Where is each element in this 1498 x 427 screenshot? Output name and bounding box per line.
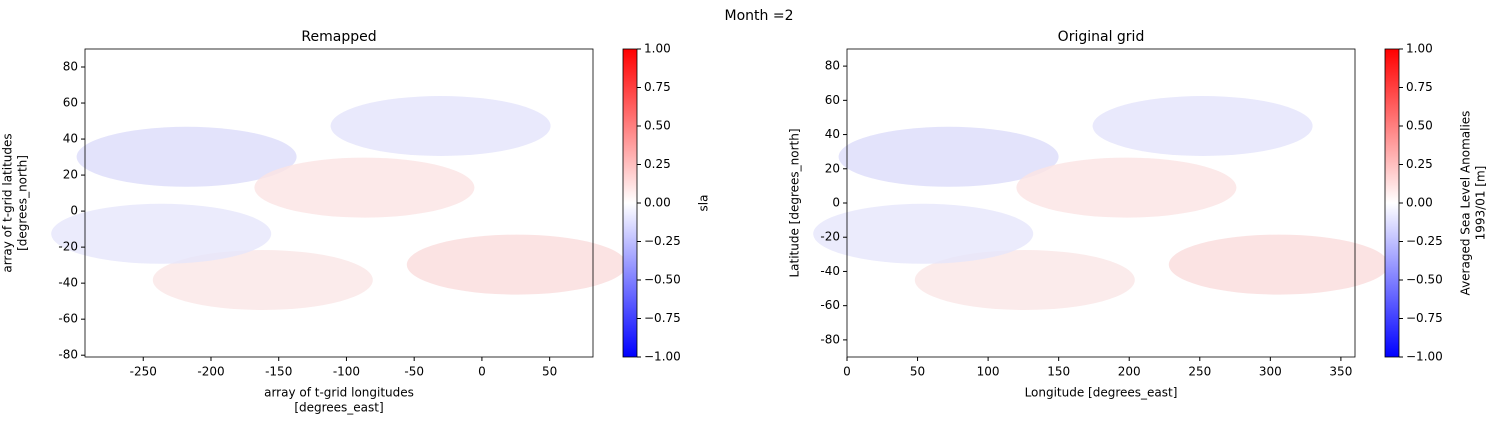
colorbar-tick-label: 0.00 [1406,196,1433,210]
field [51,96,627,310]
x-tick-label: -250 [130,365,157,379]
colorbar-tick-label: 0.50 [644,119,671,133]
y-tick-label: 60 [825,93,840,107]
colorbar-tick-label: 1.00 [644,42,671,56]
colorbar-label: Averaged Sea Level Anomalies [1459,111,1473,296]
y-tick-label: 80 [63,60,78,74]
x-tick-label: -100 [333,365,360,379]
colorbar-tick-label: −0.25 [1406,234,1443,248]
y-tick-label: 20 [825,161,840,175]
x-tick-label: 250 [1188,365,1211,379]
y-tick-label: -20 [820,230,840,244]
colorbar-tick-label: −0.25 [644,234,681,248]
y-tick-label: 0 [832,196,840,210]
field-patch [51,203,272,264]
colorbar-tick-label: −1.00 [644,350,681,364]
x-tick-label: 100 [977,365,1000,379]
colorbar-tick-label: 0.25 [1406,157,1433,171]
field-patch [1168,234,1389,295]
colorbar-tick-label: −0.50 [644,273,681,287]
y-tick-label: -80 [820,332,840,346]
x-tick-label: 0 [843,365,851,379]
field-patch [838,126,1059,187]
y-tick-label: 40 [825,127,840,141]
field-patch [152,250,373,310]
y-axis-label: Latitude [degrees_north] [788,128,802,277]
colorbar-tick-label: −0.50 [1406,273,1443,287]
x-tick-label: -150 [265,365,292,379]
y-tick-label: 60 [63,96,78,110]
colorbar-tick-label: 0.75 [644,80,671,94]
x-tick-label: 300 [1259,365,1282,379]
x-tick-label: 50 [910,365,925,379]
colorbar-tick-label: 0.00 [644,196,671,210]
axes-title: Remapped [301,29,376,45]
field [813,96,1389,310]
colorbar-label: sla [697,195,711,212]
y-tick-label: -20 [58,240,78,254]
colorbar-tick-label: −1.00 [1406,350,1443,364]
field-patch [1092,96,1313,156]
y-tick-label: -60 [58,312,78,326]
colorbar-tick-label: 0.50 [1406,119,1433,133]
y-tick-label: 80 [825,59,840,73]
colorbar-tick-label: 0.75 [1406,80,1433,94]
y-axis-label: [degrees_north] [16,155,30,251]
x-axis-label: array of t-grid longitudes [264,386,414,400]
colorbar [1384,48,1400,358]
field-patch [1016,157,1237,218]
y-tick-label: 20 [63,168,78,182]
y-tick-label: 0 [70,204,78,218]
field-patch [914,250,1135,310]
y-tick-label: -80 [58,348,78,362]
x-tick-label: 50 [542,365,557,379]
x-tick-label: 0 [478,365,486,379]
y-tick-label: -40 [820,264,840,278]
colorbar-tick-label: −0.75 [1406,311,1443,325]
x-tick-label: -50 [404,365,424,379]
figure-title: Month =2 [725,8,794,24]
colorbar-tick-label: −0.75 [644,311,681,325]
field-patch [254,157,475,218]
y-tick-label: 40 [63,132,78,146]
x-tick-label: 350 [1329,365,1352,379]
x-axis-label: [degrees_east] [294,401,383,415]
x-tick-label: 200 [1118,365,1141,379]
axes-title: Original grid [1058,29,1145,45]
y-axis-label: array of t-grid latitudes [1,133,15,272]
y-tick-label: -40 [58,276,78,290]
colorbar-label: 1993/01 [m] [1474,166,1488,241]
field-patch [406,234,627,295]
field-patch [813,203,1034,264]
x-axis-label: Longitude [degrees_east] [1025,386,1178,400]
plot-frame [84,48,594,358]
colorbar-tick-label: 0.25 [644,157,671,171]
x-tick-label: -200 [197,365,224,379]
colorbar-tick-label: 1.00 [1406,42,1433,56]
field-patch [76,126,297,187]
x-tick-label: 150 [1047,365,1070,379]
field-patch [330,96,551,156]
colorbar [622,48,638,358]
y-tick-label: -60 [820,298,840,312]
